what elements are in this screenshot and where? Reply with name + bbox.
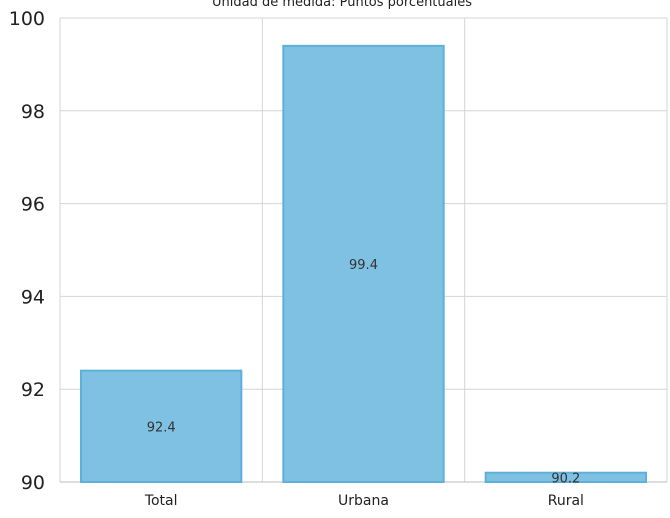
y-tick-label: 100 <box>9 8 45 30</box>
y-tick-label: 98 <box>21 101 45 123</box>
x-tick-label: Urbana <box>338 493 389 509</box>
bar-urbana <box>282 44 445 484</box>
bar-rural <box>484 471 647 484</box>
x-tick-label: Rural <box>548 493 584 509</box>
y-tick-label: 90 <box>21 472 45 494</box>
data-labels: 92.4 99.4 90.2 <box>147 258 581 486</box>
y-tick-label: 92 <box>21 379 45 401</box>
bar-total <box>80 369 243 484</box>
chart-subtitle: Unidad de medida: Puntos porcentuales <box>212 0 472 10</box>
bars <box>80 44 647 484</box>
y-tick-label: 94 <box>21 286 45 308</box>
y-tick-label: 96 <box>21 194 45 216</box>
x-tick-label: Total <box>144 493 178 509</box>
data-label-rural: 90.2 <box>551 471 580 486</box>
y-axis-ticks: 90 92 94 96 98 100 <box>9 8 45 494</box>
x-axis-ticks: Total Urbana Rural <box>144 493 584 509</box>
data-label-total: 92.4 <box>147 420 176 435</box>
data-label-urbana: 99.4 <box>349 258 378 273</box>
